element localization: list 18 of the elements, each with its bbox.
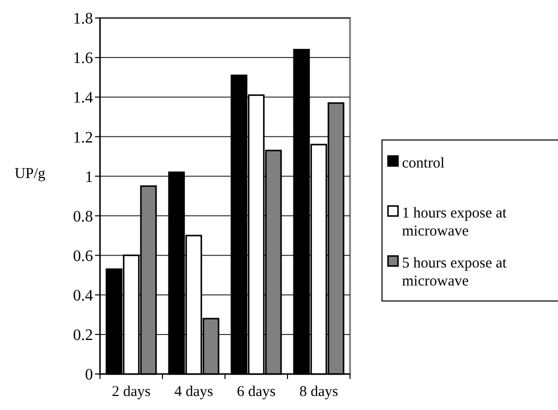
- legend-label: control: [402, 155, 444, 172]
- y-tick-label: 0: [85, 366, 93, 384]
- legend-label: 1 hours expose at microwave: [402, 205, 508, 240]
- x-tick-label: 2 days: [112, 384, 151, 400]
- y-tick-label: 1.2: [73, 129, 93, 146]
- y-tick-label: 0.4: [73, 287, 93, 304]
- legend-label: 5 hours expose at microwave: [402, 255, 508, 290]
- x-tick-label: 4 days: [174, 384, 214, 400]
- y-tick-label: 0.8: [73, 208, 93, 226]
- y-tick-label: 1.8: [73, 10, 93, 28]
- y-tick-label: 1: [85, 168, 93, 186]
- y-tick-label: 0.6: [73, 248, 93, 265]
- y-tick-label: 1.4: [73, 90, 93, 107]
- y-tick-label: 1.6: [73, 50, 93, 68]
- x-tick-label: 8 days: [299, 384, 338, 400]
- y-tick-label: 0.2: [73, 327, 93, 344]
- x-tick-label: 6 days: [236, 384, 276, 400]
- y-axis-title: UP/g: [14, 166, 46, 182]
